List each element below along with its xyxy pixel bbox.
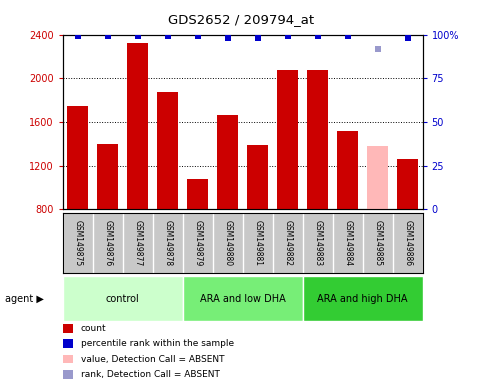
Bar [97, 144, 118, 209]
Bar [367, 146, 388, 209]
Bar [183, 276, 303, 321]
Text: GSM149884: GSM149884 [343, 220, 352, 266]
Bar [337, 131, 358, 209]
Point [164, 33, 171, 40]
Point [134, 33, 142, 40]
Text: GSM149881: GSM149881 [253, 220, 262, 266]
Text: GSM149885: GSM149885 [373, 220, 382, 266]
Text: ARA and low DHA: ARA and low DHA [200, 293, 285, 304]
Text: GSM149875: GSM149875 [73, 220, 82, 266]
Point [194, 33, 201, 40]
Bar [157, 93, 178, 209]
Text: GSM149886: GSM149886 [403, 220, 412, 266]
Point [344, 33, 352, 40]
Bar [303, 276, 423, 321]
Text: GSM149882: GSM149882 [283, 220, 292, 266]
Text: control: control [106, 293, 140, 304]
Text: GSM149876: GSM149876 [103, 220, 112, 266]
Text: GSM149880: GSM149880 [223, 220, 232, 266]
Text: rank, Detection Call = ABSENT: rank, Detection Call = ABSENT [81, 370, 220, 379]
Text: GSM149878: GSM149878 [163, 220, 172, 266]
Text: GDS2652 / 209794_at: GDS2652 / 209794_at [169, 13, 314, 26]
Text: value, Detection Call = ABSENT: value, Detection Call = ABSENT [81, 354, 224, 364]
Point [404, 35, 412, 41]
Bar [397, 159, 418, 209]
Text: percentile rank within the sample: percentile rank within the sample [81, 339, 234, 348]
Point [374, 45, 382, 51]
Point [284, 33, 292, 40]
Text: GSM149883: GSM149883 [313, 220, 322, 266]
Point [254, 35, 262, 41]
Text: GSM149879: GSM149879 [193, 220, 202, 266]
Point [224, 35, 231, 41]
Bar [67, 106, 88, 209]
Point [74, 33, 82, 40]
Bar [247, 145, 268, 209]
Text: GSM149877: GSM149877 [133, 220, 142, 266]
Bar [277, 70, 298, 209]
Text: count: count [81, 324, 106, 333]
Bar [307, 70, 328, 209]
Bar [187, 179, 208, 209]
Text: agent ▶: agent ▶ [5, 293, 43, 304]
Text: ARA and high DHA: ARA and high DHA [317, 293, 408, 304]
Point [314, 33, 322, 40]
Bar [217, 115, 238, 209]
Bar [127, 43, 148, 209]
Bar [63, 276, 183, 321]
Point [104, 33, 112, 40]
